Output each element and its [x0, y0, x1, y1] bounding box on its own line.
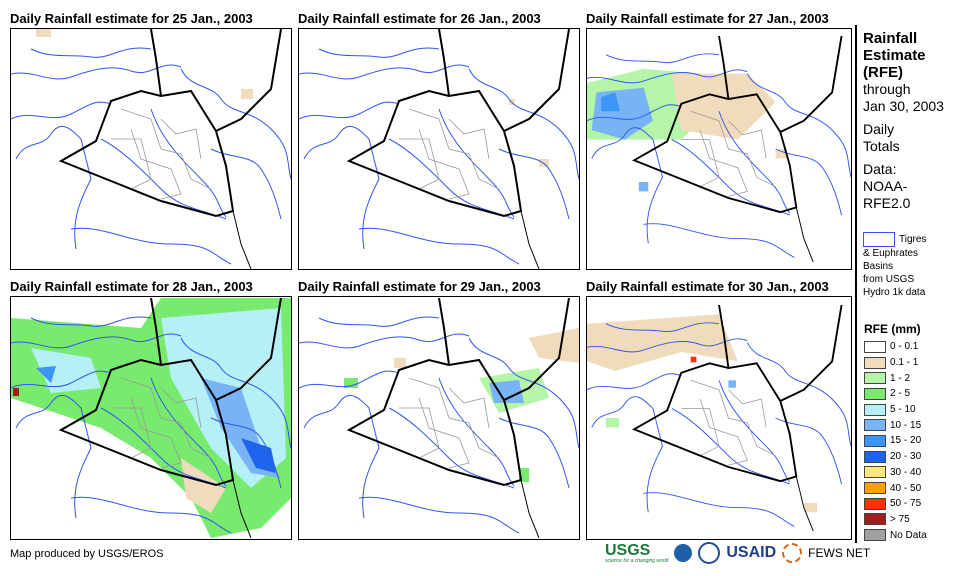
- rainfall-map: [10, 28, 292, 270]
- source-line: Data:: [863, 161, 897, 177]
- map-panel-28-jan: Daily Rainfall estimate for 28 Jan., 200…: [10, 279, 292, 540]
- legend-swatch: [864, 419, 886, 432]
- legend-label: > 75: [890, 513, 910, 525]
- map-panel-25-jan: Daily Rainfall estimate for 25 Jan., 200…: [10, 11, 292, 270]
- legend-label: 0.1 - 1: [890, 357, 919, 369]
- legend-label: 2 - 5: [890, 388, 911, 400]
- rainfall-map: [298, 296, 580, 540]
- legend-item: 2 - 5: [864, 386, 927, 402]
- legend-item: 20 - 30: [864, 449, 927, 465]
- legend-swatch: [864, 450, 886, 463]
- legend-swatch: [864, 482, 886, 495]
- logos: USGS science for a changing world USAID …: [605, 542, 870, 564]
- rainfall-areas: [587, 314, 818, 513]
- rainfall-map: [586, 296, 852, 540]
- legend-swatch: [864, 387, 886, 400]
- panel-title: Daily Rainfall estimate for 26 Jan., 200…: [298, 11, 541, 26]
- panel-title: Daily Rainfall estimate for 29 Jan., 200…: [298, 279, 541, 294]
- map-panel-29-jan: Daily Rainfall estimate for 29 Jan., 200…: [298, 279, 580, 540]
- legend-swatch: [864, 529, 886, 542]
- legend-label: 1 - 2: [890, 372, 911, 384]
- basin-text: Tigres: [899, 234, 927, 246]
- legend-label: 20 - 30: [890, 451, 922, 463]
- basin-text: Hydro 1k data: [863, 287, 926, 298]
- legend-item: > 75: [864, 512, 927, 528]
- legend-swatch: [864, 403, 886, 416]
- basin-text: from USGS: [863, 274, 915, 285]
- map-panel-27-jan: Daily Rainfall estimate for 27 Jan., 200…: [586, 11, 866, 270]
- legend-swatch: [864, 356, 886, 369]
- legend-item: 40 - 50: [864, 480, 927, 496]
- panel-title: Daily Rainfall estimate for 30 Jan., 200…: [586, 279, 829, 294]
- rainfall-areas: [344, 328, 579, 482]
- divider: [855, 25, 857, 543]
- legend-label: 40 - 50: [890, 482, 922, 494]
- legend-label: No Data: [890, 529, 927, 541]
- basin-text: & Euphrates: [863, 248, 919, 259]
- legend-swatch: [864, 372, 886, 385]
- usaid-logo: USAID: [726, 544, 776, 562]
- usgs-text: USGS: [605, 541, 651, 559]
- usgs-logo: USGS science for a changing world: [605, 541, 669, 564]
- legend-swatch: [864, 340, 886, 353]
- panel-title: Daily Rainfall estimate for 28 Jan., 200…: [10, 279, 253, 294]
- map-description: Rainfall Estimate (RFE) through Jan 30, …: [863, 30, 944, 212]
- usgs-tagline: science for a changing world: [605, 557, 669, 564]
- basin-legend: Tigres & Euphrates Basins from USGS Hydr…: [863, 232, 926, 299]
- period-line: Daily: [863, 121, 895, 137]
- legend-item: 0 - 0.1: [864, 339, 927, 355]
- legend-label: 0 - 0.1: [890, 341, 919, 353]
- legend-swatch: [864, 497, 886, 510]
- rainfall-map: [298, 28, 580, 270]
- panel-title: Daily Rainfall estimate for 27 Jan., 200…: [586, 11, 829, 26]
- legend-item: 50 - 75: [864, 496, 927, 512]
- legend-item: 15 - 20: [864, 433, 927, 449]
- rainfall-areas: [36, 29, 253, 99]
- legend-label: 5 - 10: [890, 404, 916, 416]
- period-line: Totals: [863, 138, 900, 154]
- legend-swatch: [864, 434, 886, 447]
- legend-swatch: [864, 513, 886, 526]
- rainfall-map: [10, 296, 292, 540]
- title-line: Estimate: [863, 47, 926, 64]
- noaa-logo: [674, 544, 693, 562]
- legend-item: 10 - 15: [864, 417, 927, 433]
- map-panel-26-jan: Daily Rainfall estimate for 26 Jan., 200…: [298, 11, 580, 270]
- legend-label: 15 - 20: [890, 435, 922, 447]
- legend-swatch: [864, 466, 886, 479]
- source-line: RFE2.0: [863, 195, 911, 211]
- rfe-legend: RFE (mm) 0 - 0.1 0.1 - 1 1 - 2 2 - 5 5 - 10 1…: [864, 322, 927, 543]
- legend-label: 50 - 75: [890, 498, 922, 510]
- rainfall-map: [586, 28, 852, 270]
- fews-globe-icon: [782, 543, 803, 563]
- date-line: Jan 30, 2003: [863, 98, 944, 114]
- source-line: NOAA-: [863, 178, 908, 194]
- legend-item: 5 - 10: [864, 402, 927, 418]
- map-panel-30-jan: Daily Rainfall estimate for 30 Jan., 200…: [586, 279, 866, 540]
- legend-item: 30 - 40: [864, 465, 927, 481]
- legend-item: No Data: [864, 527, 927, 543]
- panel-title: Daily Rainfall estimate for 25 Jan., 200…: [10, 11, 253, 26]
- legend-item: 0.1 - 1: [864, 355, 927, 371]
- rainfall-areas: [509, 99, 549, 167]
- legend-title: RFE (mm): [864, 322, 921, 336]
- fews-net-logo: FEWS NET: [808, 546, 871, 560]
- usaid-text: USAID: [726, 544, 777, 561]
- basin-text: Basins: [863, 261, 894, 272]
- date-line: through: [863, 81, 911, 97]
- rainfall-areas: [587, 68, 787, 192]
- credit: Map produced by USGS/EROS: [10, 548, 164, 560]
- legend-label: 10 - 15: [890, 419, 922, 431]
- legend-label: 30 - 40: [890, 466, 922, 478]
- rainfall-areas: [11, 298, 291, 538]
- title-line: Rainfall: [863, 30, 918, 47]
- legend-item: 1 - 2: [864, 370, 927, 386]
- usaid-seal: [698, 542, 721, 564]
- title-line: (RFE): [863, 64, 903, 81]
- basin-swatch: [863, 232, 895, 247]
